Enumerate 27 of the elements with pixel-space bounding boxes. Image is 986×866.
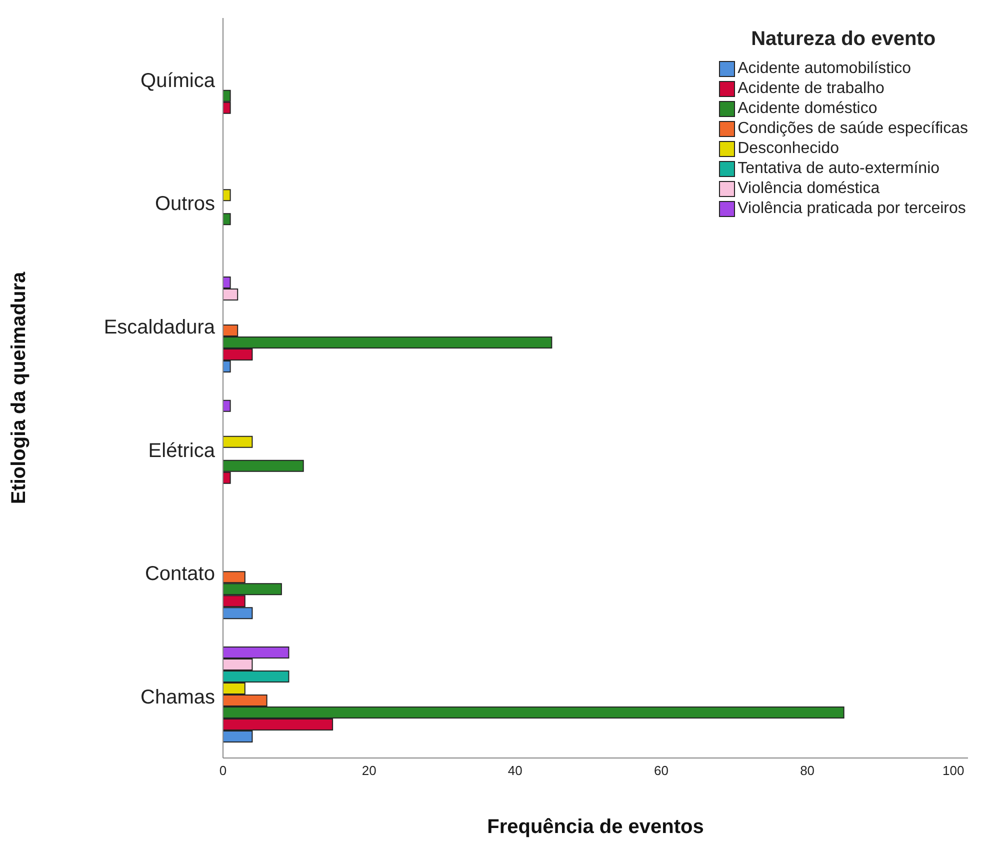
legend-label: Condições de saúde específicas [738, 119, 968, 139]
legend-label: Violência doméstica [738, 179, 880, 199]
y-tick-label: Elétrica [148, 440, 216, 462]
bar [223, 213, 231, 226]
y-axis-title: Etiologia da queimadura [8, 271, 30, 504]
legend-label: Acidente automobilístico [738, 59, 912, 79]
x-tick-label: 40 [508, 763, 522, 778]
x-tick-label: 20 [362, 763, 376, 778]
y-tick-label: Contato [144, 563, 215, 586]
bar [223, 400, 231, 412]
y-tick-label: Outros [154, 193, 215, 216]
legend-label: Violência praticada por terceiros [738, 199, 966, 219]
legend-label: Tentativa de auto-extermínio [738, 159, 940, 179]
legend-label: Acidente de trabalho [738, 79, 884, 99]
x-tick-label: 0 [219, 763, 227, 778]
legend-title: Natureza do evento [750, 28, 937, 51]
bar [223, 436, 253, 448]
y-tick-label: Chamas [140, 686, 215, 708]
legend-label: Desconhecido [738, 139, 840, 159]
bar [223, 189, 231, 202]
legend-label: Acidente doméstico [738, 99, 878, 119]
x-tick-label: 80 [800, 763, 815, 778]
x-axis-title: Frequência de eventos [487, 816, 704, 838]
x-tick-label: 100 [942, 763, 964, 778]
x-tick-label: 60 [654, 763, 668, 778]
y-tick-label: Química [140, 70, 216, 92]
y-tick-label: Escaldadura [104, 316, 216, 338]
